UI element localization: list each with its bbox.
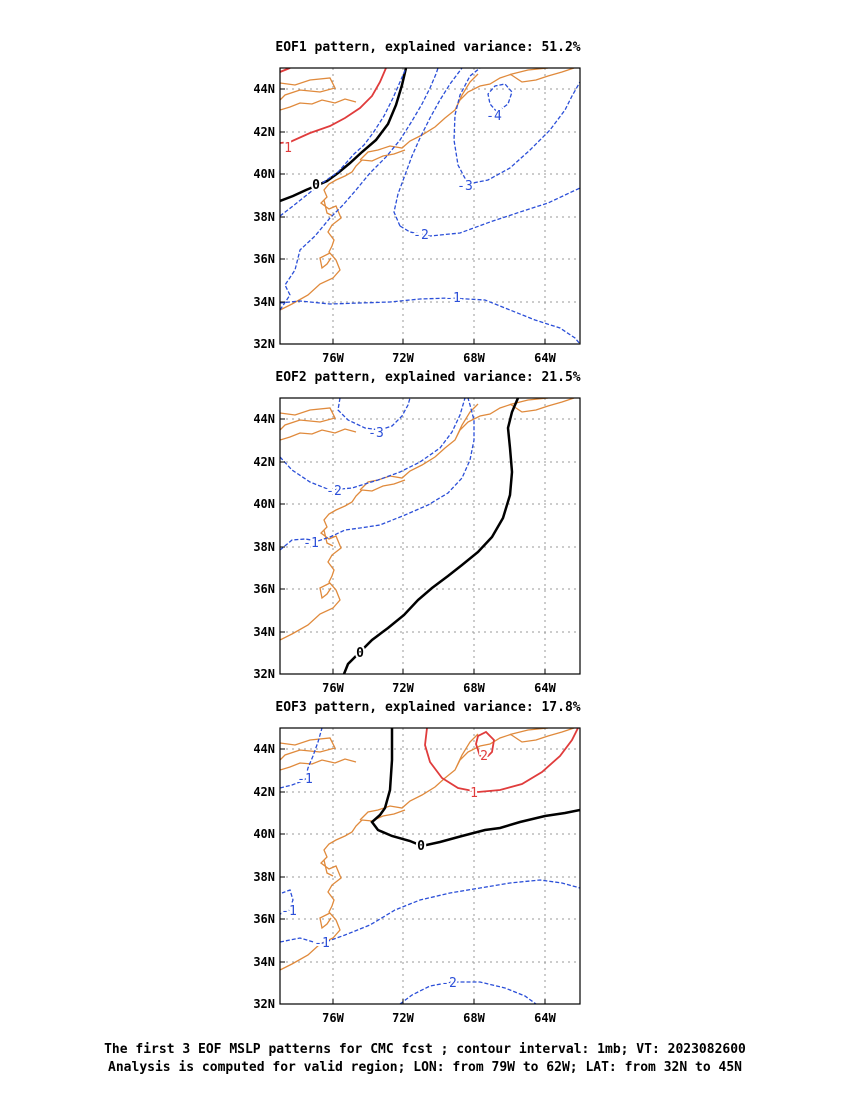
x-tick-label: 68W: [463, 1011, 485, 1025]
panel-3-y-tick-labels: 32N 34N 36N 38N 40N 42N 44N: [253, 742, 275, 1011]
y-tick-label: 44N: [253, 742, 275, 756]
x-tick-label: 72W: [392, 1011, 414, 1025]
panel-2-x-tick-labels: 76W 72W 68W 64W: [322, 681, 556, 695]
panel-1-contour-labels: 1 0 -4 -3 -2 -1: [282, 107, 504, 308]
panel-2-frame: [279, 397, 581, 675]
panel-1-y-tick-labels: 32N 34N 36N 38N 40N 42N 44N: [253, 82, 275, 351]
panel-3-label-neg2: -2: [441, 976, 457, 991]
panel-3-contours: [280, 728, 580, 1004]
panel-2-title: EOF2 pattern, explained variance: 21.5%: [275, 370, 580, 385]
panel-3-label-zero: 0: [417, 839, 425, 854]
panel-1-label-pos1: 1: [284, 141, 292, 156]
panel-3-x-tick-labels: 76W 72W 68W 64W: [322, 1011, 556, 1025]
y-tick-label: 34N: [253, 955, 275, 969]
x-tick-label: 68W: [463, 351, 485, 365]
y-tick-label: 44N: [253, 412, 275, 426]
panel-3-label-neg1-south: -1: [314, 936, 330, 951]
panel-3-label-neg1-north: -1: [297, 772, 313, 787]
eof-figure: EOF1 pattern, explained variance: 51.2%: [253, 40, 580, 1025]
panel-2-coastline: [280, 398, 575, 641]
panel-1-label-neg4: -4: [486, 109, 502, 124]
x-tick-label: 72W: [392, 681, 414, 695]
x-tick-label: 68W: [463, 681, 485, 695]
panel-1-contours: [280, 68, 580, 344]
y-tick-label: 32N: [253, 667, 275, 681]
panel-1-label-zero: 0: [312, 178, 320, 193]
panel-1: EOF1 pattern, explained variance: 51.2%: [253, 40, 580, 365]
panel-2-ticks: [280, 418, 546, 674]
panel-3-label-neg1-west: -1: [281, 904, 297, 919]
y-tick-label: 34N: [253, 295, 275, 309]
panel-1-frame: [279, 67, 581, 345]
panel-3-contour-labels: 2 1 0 -1 -1 -1 -2: [280, 747, 490, 993]
y-tick-label: 32N: [253, 997, 275, 1011]
panel-2-y-tick-labels: 32N 34N 36N 38N 40N 42N 44N: [253, 412, 275, 681]
x-tick-label: 64W: [534, 351, 556, 365]
panel-3: EOF3 pattern, explained variance: 17.8% …: [253, 700, 580, 1025]
panel-1-label-neg1: -1: [445, 291, 461, 306]
panel-2-contour-labels: -3 -2 -1 0: [301, 424, 386, 663]
y-tick-label: 36N: [253, 582, 275, 596]
panel-2-label-neg1: -1: [303, 536, 319, 551]
panel-2-label-neg3: -3: [368, 426, 384, 441]
caption-line-2: Analysis is computed for valid region; L…: [108, 1060, 742, 1075]
y-tick-label: 44N: [253, 82, 275, 96]
x-tick-label: 76W: [322, 351, 344, 365]
caption-line-1: The first 3 EOF MSLP patterns for CMC fc…: [104, 1042, 746, 1057]
panel-1-x-tick-labels: 76W 72W 68W 64W: [322, 351, 556, 365]
panel-3-label-pos1: 1: [470, 786, 478, 801]
panel-1-title: EOF1 pattern, explained variance: 51.2%: [275, 40, 580, 55]
panel-3-title: EOF3 pattern, explained variance: 17.8%: [275, 700, 580, 715]
panel-1-label-neg3: -3: [457, 179, 473, 194]
panel-3-ticks: [280, 748, 546, 1004]
panel-3-coastline: [280, 728, 575, 971]
y-tick-label: 38N: [253, 210, 275, 224]
panel-1-ticks: [280, 88, 546, 344]
y-tick-label: 34N: [253, 625, 275, 639]
panel-2-label-zero: 0: [356, 646, 364, 661]
y-tick-label: 40N: [253, 827, 275, 841]
y-tick-label: 36N: [253, 912, 275, 926]
x-tick-label: 76W: [322, 1011, 344, 1025]
x-tick-label: 64W: [534, 1011, 556, 1025]
panel-2: EOF2 pattern, explained variance: 21.5% …: [253, 370, 580, 695]
y-tick-label: 40N: [253, 497, 275, 511]
y-tick-label: 42N: [253, 125, 275, 139]
x-tick-label: 72W: [392, 351, 414, 365]
y-tick-label: 36N: [253, 252, 275, 266]
y-tick-label: 38N: [253, 540, 275, 554]
y-tick-label: 32N: [253, 337, 275, 351]
panel-1-label-neg2: -2: [413, 228, 429, 243]
panel-3-frame: [279, 727, 581, 1005]
y-tick-label: 38N: [253, 870, 275, 884]
panel-2-contours: [280, 398, 520, 674]
y-tick-label: 40N: [253, 167, 275, 181]
y-tick-label: 42N: [253, 785, 275, 799]
x-tick-label: 64W: [534, 681, 556, 695]
panel-2-gridlines: [280, 398, 580, 674]
y-tick-label: 42N: [253, 455, 275, 469]
x-tick-label: 76W: [322, 681, 344, 695]
panel-3-label-pos2: 2: [480, 749, 488, 764]
panel-2-label-neg2: -2: [326, 484, 342, 499]
